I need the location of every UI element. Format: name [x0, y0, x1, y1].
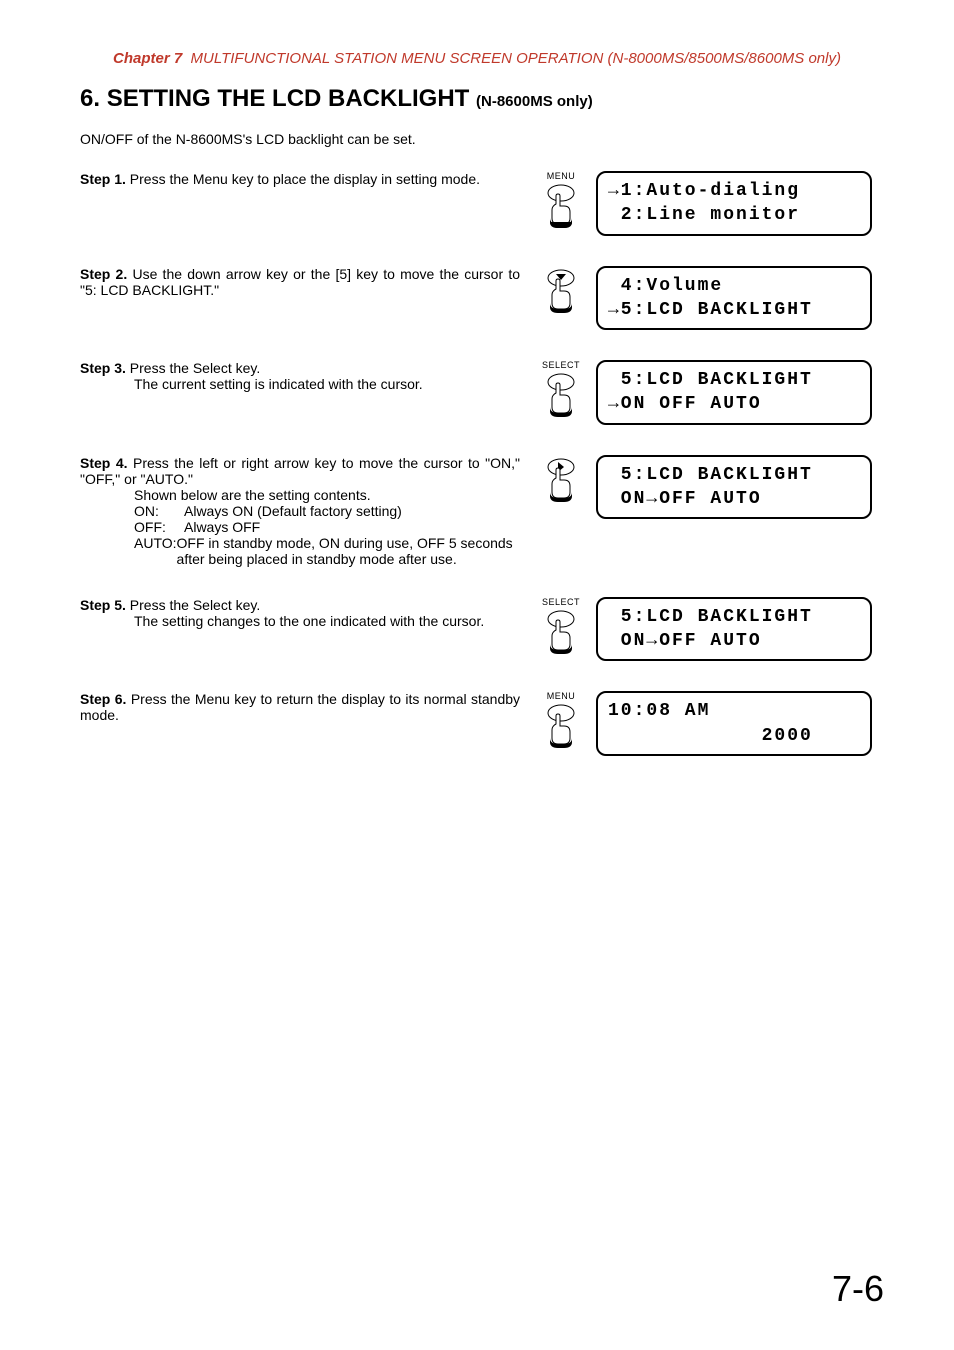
setting-def: OFF:Always OFF — [134, 519, 520, 535]
step-body: Press the Menu key to return the display… — [80, 691, 520, 723]
step-row: Step 5. Press the Select key. The settin… — [80, 597, 894, 662]
key-label: MENU — [547, 171, 576, 181]
lcd-line2: ON→OFF AUTO — [608, 631, 762, 651]
lcd-line2: →ON OFF AUTO — [608, 394, 762, 414]
step-label: Step 3. — [80, 360, 126, 376]
lcd-display: →1:Auto-dialing 2:Line monitor — [596, 171, 872, 236]
lcd-display: 5:LCD BACKLIGHT ON→OFF AUTO — [596, 597, 872, 662]
section-title-text: SETTING THE LCD BACKLIGHT — [107, 85, 470, 112]
lcd-line1: 5:LCD BACKLIGHT — [608, 465, 813, 485]
def-key: ON: — [134, 503, 184, 519]
press-icon — [542, 704, 580, 750]
step-row: Step 3. Press the Select key. The curren… — [80, 360, 894, 425]
chapter-label: Chapter 7 — [113, 50, 182, 67]
step-body: Press the Menu key to place the display … — [130, 171, 480, 187]
chapter-header: Chapter 7 MULTIFUNCTIONAL STATION MENU S… — [60, 50, 894, 67]
step-body2: Shown below are the setting contents. — [80, 487, 520, 503]
step-body: Press the Select key. — [130, 360, 260, 376]
key-label: SELECT — [542, 360, 580, 370]
step-row: Step 1. Press the Menu key to place the … — [80, 171, 894, 236]
step-row: Step 6. Press the Menu key to return the… — [80, 691, 894, 756]
lcd-line2: 2:Line monitor — [608, 205, 800, 225]
step-body2: The setting changes to the one indicated… — [80, 613, 520, 629]
chapter-title: MULTIFUNCTIONAL STATION MENU SCREEN OPER… — [191, 50, 841, 67]
section-subtitle: (N-8600MS only) — [476, 93, 593, 110]
def-key: AUTO: — [134, 535, 177, 567]
down-arrow-icon — [542, 269, 580, 315]
lcd-display: 5:LCD BACKLIGHT →ON OFF AUTO — [596, 360, 872, 425]
right-arrow-icon — [542, 458, 580, 504]
step-label: Step 1. — [80, 171, 126, 187]
setting-def: AUTO:OFF in standby mode, ON during use,… — [134, 535, 520, 567]
lcd-line1: 4:Volume — [608, 276, 723, 296]
lcd-line1: 5:LCD BACKLIGHT — [608, 370, 813, 390]
def-key: OFF: — [134, 519, 184, 535]
lcd-line1: 10:08 AM — [608, 701, 710, 721]
lcd-line2: 2000 — [608, 726, 813, 746]
lcd-line1: 5:LCD BACKLIGHT — [608, 607, 813, 627]
step-row: Step 2. Use the down arrow key or the [5… — [80, 266, 894, 331]
press-icon — [542, 373, 580, 419]
lcd-line2: ON→OFF AUTO — [608, 489, 762, 509]
def-val: OFF in standby mode, ON during use, OFF … — [177, 535, 520, 567]
setting-def: ON:Always ON (Default factory setting) — [134, 503, 520, 519]
section-number: 6. — [80, 85, 100, 112]
step-body: Press the Select key. — [130, 597, 260, 613]
step-label: Step 6. — [80, 691, 126, 707]
def-val: Always ON (Default factory setting) — [184, 503, 402, 519]
intro-text: ON/OFF of the N-8600MS's LCD backlight c… — [80, 131, 894, 147]
step-body: Press the left or right arrow key to mov… — [80, 455, 520, 487]
step-label: Step 4. — [80, 455, 128, 471]
section-title: 6. SETTING THE LCD BACKLIGHT (N-8600MS o… — [80, 85, 894, 113]
step-body2: The current setting is indicated with th… — [80, 376, 520, 392]
lcd-line1: →1:Auto-dialing — [608, 181, 800, 201]
lcd-display: 5:LCD BACKLIGHT ON→OFF AUTO — [596, 455, 872, 520]
steps-area: Step 1. Press the Menu key to place the … — [80, 171, 894, 756]
press-icon — [542, 610, 580, 656]
step-body: Use the down arrow key or the [5] key to… — [80, 266, 520, 298]
lcd-line2: →5:LCD BACKLIGHT — [608, 300, 813, 320]
step-label: Step 5. — [80, 597, 126, 613]
press-icon — [542, 184, 580, 230]
page-number: 7-6 — [832, 1268, 884, 1310]
lcd-display: 10:08 AM 2000 — [596, 691, 872, 756]
def-val: Always OFF — [184, 519, 260, 535]
step-row: Step 4. Press the left or right arrow ke… — [80, 455, 894, 567]
step-label: Step 2. — [80, 266, 127, 282]
key-label: MENU — [547, 691, 576, 701]
lcd-display: 4:Volume →5:LCD BACKLIGHT — [596, 266, 872, 331]
key-label: SELECT — [542, 597, 580, 607]
